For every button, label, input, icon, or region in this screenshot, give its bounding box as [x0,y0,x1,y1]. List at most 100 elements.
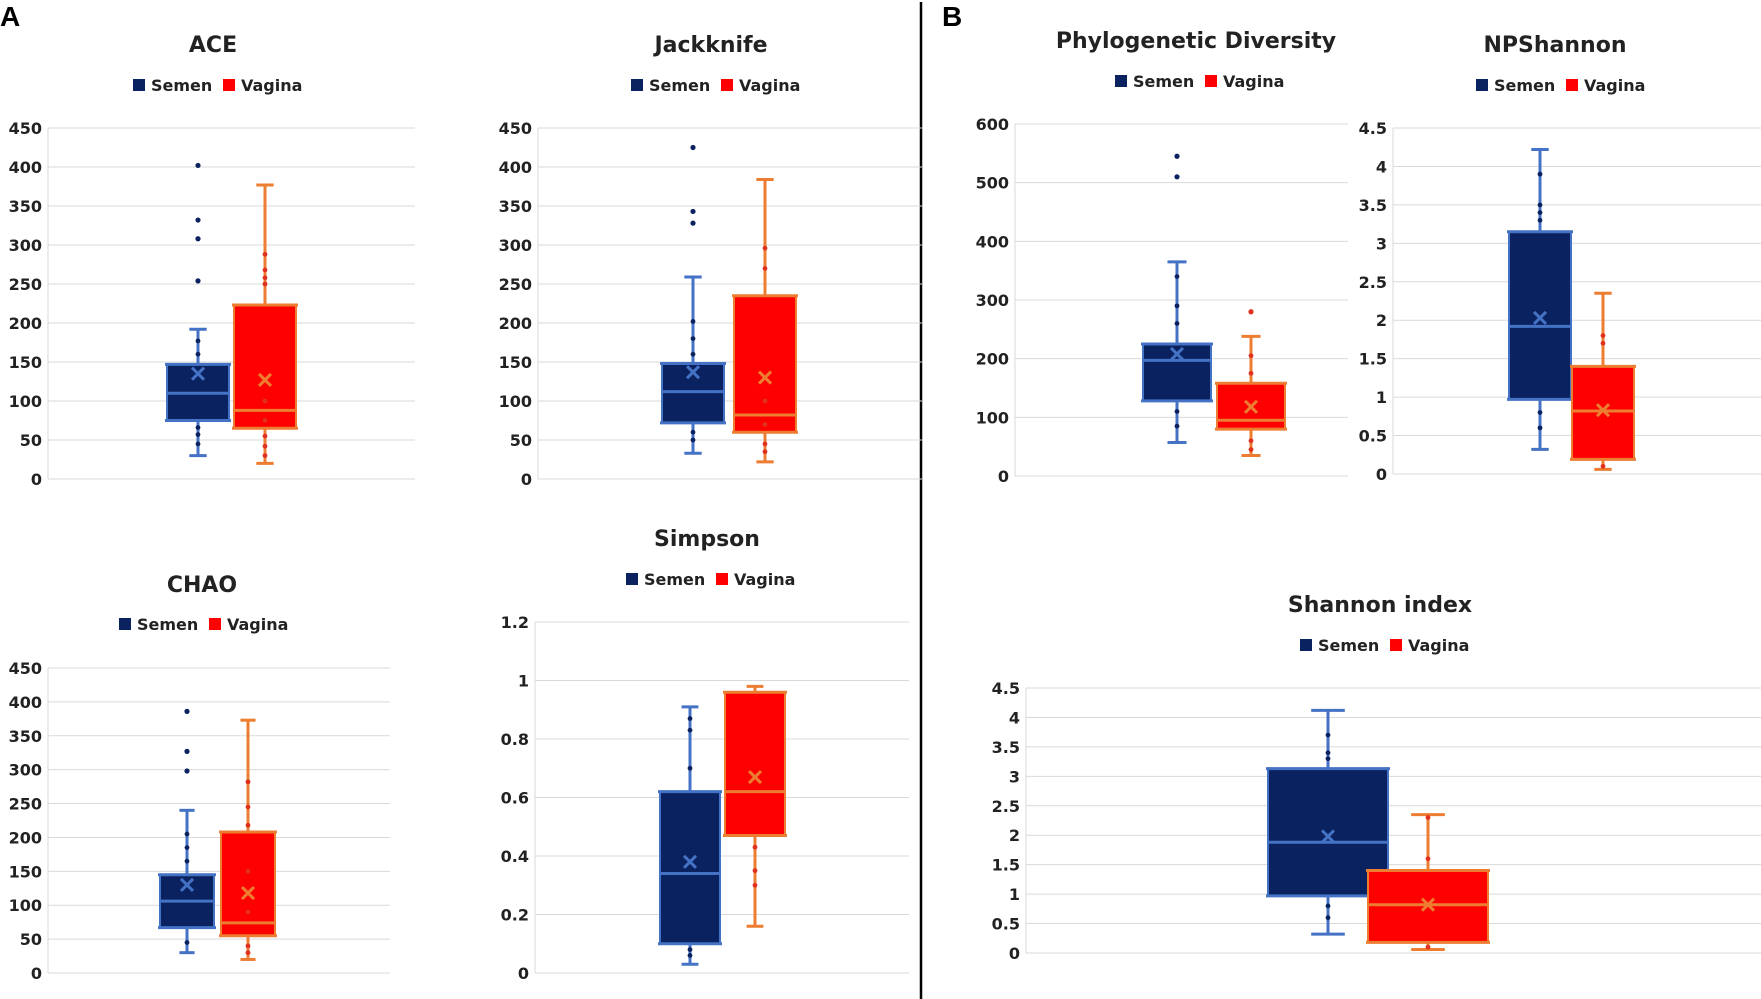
y-tick-label: 350 [9,727,42,746]
data-point [1325,750,1331,756]
data-point [690,406,696,412]
mean-marker [1532,310,1548,325]
chart-title: NPShannon [1484,33,1627,58]
iqr-box [724,691,786,837]
legend-swatch-semen [1300,639,1312,651]
data-point [195,351,201,357]
y-tick-label: 100 [499,392,532,411]
iqr-box [1571,365,1635,461]
outlier-point [1248,309,1254,315]
data-point [1537,171,1543,177]
outlier-point [690,208,696,215]
chart-shannon-index: Shannon index Semen Vagina 0 0.5 1 1.5 2 2.5 3 3.5… [992,593,1761,963]
data-point [762,266,768,271]
mean-marker [257,372,273,388]
y-tick-label: 0 [521,470,532,489]
chart-title: ACE [189,33,237,58]
y-tick-label: 300 [499,236,532,255]
box-vagina [232,183,298,465]
y-tick-label: 0 [31,964,42,983]
iqr-box [733,294,797,434]
mean-marker [1595,403,1611,418]
data-point [1248,438,1254,444]
chart-title: Jackknife [652,33,767,58]
legend-label-vagina: Vagina [241,76,302,95]
legend-label-semen: Semen [1494,76,1555,95]
y-tick-label: 350 [9,197,42,216]
panel-label-a: A [0,1,20,32]
data-point [184,858,190,864]
y-tick-label: 0.5 [1359,427,1387,446]
legend-swatch-vagina [1566,79,1578,91]
legend-swatch-semen [1476,79,1488,91]
data-point [1425,856,1431,862]
y-tick-label: 200 [499,314,532,333]
y-tick-label: 400 [499,158,532,177]
data-point [762,449,768,455]
data-point [1537,410,1543,415]
chart-ace: ACE Semen Vagina 0 50 100 150 200 250 300 350 400 45… [9,33,415,489]
y-tick-label: 50 [20,431,42,450]
data-point [245,804,251,810]
data-point [195,338,201,344]
mean-marker [1169,346,1185,362]
data-point [1174,303,1180,309]
mean-marker [240,885,256,901]
data-point [690,379,696,384]
y-tick-label: 400 [976,232,1009,251]
legend-label-vagina: Vagina [1223,72,1284,91]
legend-label-vagina: Vagina [1408,636,1469,655]
box-semen [165,162,231,458]
y-tick-label: 2.5 [1359,273,1387,292]
data-point [245,868,251,874]
legend-swatch-vagina [223,79,235,91]
data-point [690,429,696,435]
data-point [245,950,251,956]
data-point [1325,732,1331,738]
data-point [1425,815,1431,820]
legend-label-semen: Semen [151,76,212,95]
outlier-point [184,748,190,754]
legend-label-semen: Semen [1318,636,1379,655]
data-point [245,779,251,785]
data-point [262,433,268,439]
data-point [195,441,201,447]
mean-marker [682,854,698,869]
data-point [1174,379,1180,385]
y-tick-label: 1 [1009,885,1020,904]
data-point [752,844,758,850]
y-tick-label: 100 [9,392,42,411]
box-vagina [1366,813,1490,951]
data-point [1537,217,1543,223]
y-tick-label: 200 [976,350,1009,369]
y-tick-label: 400 [9,693,42,712]
box-semen [1141,153,1213,445]
data-point [184,940,190,945]
data-point [1248,353,1254,359]
data-point [762,441,768,447]
iqr-box [220,831,276,937]
legend-swatch-semen [626,573,638,585]
chart-jackknife: Jackknife Semen Vagina 0 50 100 150 200 250 300 35… [499,33,922,489]
legend-label-vagina: Vagina [227,615,288,634]
data-point [262,398,268,404]
data-point [1600,340,1606,346]
y-tick-label: 150 [499,353,532,372]
mean-marker [1243,399,1259,414]
y-tick-label: 150 [9,862,42,881]
data-point [687,727,693,733]
chart-phylogenetic-diversity: Phylogenetic Diversity Semen Vagina 0 100 200… [976,29,1348,486]
y-tick-label: 50 [510,431,532,450]
y-tick-label: 3.5 [1359,196,1387,215]
y-tick-label: 4 [1009,708,1020,727]
y-tick-label: 250 [499,275,532,294]
legend-swatch-vagina [721,79,733,91]
y-tick-label: 500 [976,174,1009,193]
y-tick-label: 600 [976,115,1009,134]
data-point [262,418,268,423]
box-vagina [1570,291,1636,471]
legend-label-semen: Semen [644,570,705,589]
y-tick-label: 350 [499,197,532,216]
mean-marker [1320,829,1336,844]
